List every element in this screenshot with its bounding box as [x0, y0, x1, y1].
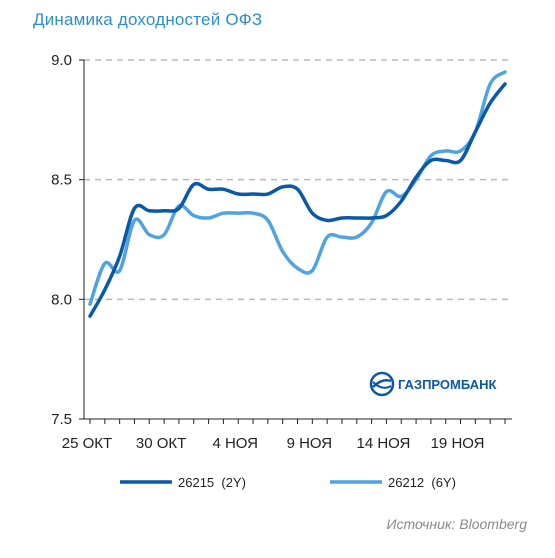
x-tick-label: 4 НОЯ [212, 435, 258, 452]
y-tick-label: 8.0 [51, 291, 72, 308]
chart-title: Динамика доходностей ОФЗ [33, 10, 263, 29]
y-tick-label: 9.0 [51, 52, 72, 69]
y-tick-label: 8.5 [51, 172, 72, 189]
x-tick-label: 14 НОЯ [356, 435, 410, 452]
grid [84, 59, 512, 301]
series-lines [88, 70, 507, 318]
series-line-1 [88, 70, 507, 306]
source-note: Источник: Bloomberg [386, 516, 527, 532]
x-ticks: 25 ОКТ 30 ОКТ 4 НОЯ 9 НОЯ 14 НОЯ 19 НОЯ [62, 419, 506, 452]
y-ticks: 7.5 8.0 8.5 9.0 [51, 52, 84, 428]
x-tick-label: 30 ОКТ [136, 435, 186, 452]
series-line-0 [88, 82, 507, 318]
x-tick-label: 9 НОЯ [287, 435, 333, 452]
legend-label-26212: 26212 (6Y) [388, 475, 456, 490]
x-tick-label: 25 ОКТ [62, 435, 112, 452]
logo-mark-swoosh [372, 379, 392, 388]
logo-mark-swoosh [372, 381, 392, 389]
legend-label-26215: 26215 (2Y) [178, 475, 246, 490]
legend: 26215 (2Y) 26212 (6Y) [120, 475, 456, 490]
logo-mark [369, 371, 395, 397]
x-tick-label: 19 НОЯ [431, 435, 485, 452]
gazprombank-logo: ГАЗПРОМБАНК [369, 371, 496, 397]
logo-text: ГАЗПРОМБАНК [398, 377, 496, 392]
y-tick-label: 7.5 [51, 411, 72, 428]
